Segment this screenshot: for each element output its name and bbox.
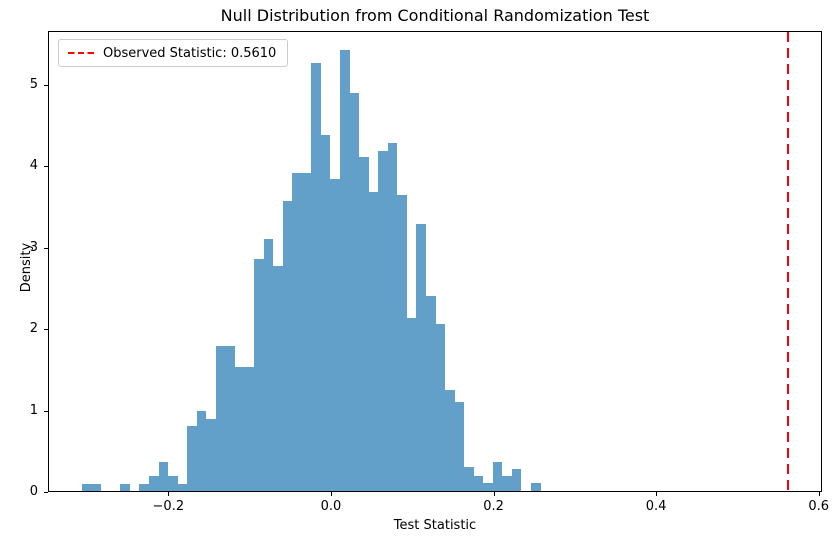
x-axis-label: Test Statistic <box>393 518 477 533</box>
histogram-bar <box>483 482 493 491</box>
histogram-bar <box>416 223 426 491</box>
histogram-bar <box>464 467 474 491</box>
histogram-bar <box>282 201 293 491</box>
y-tick-mark <box>44 166 48 168</box>
histogram-bar <box>244 367 255 491</box>
histogram-bars <box>49 32 821 491</box>
chart-title: Null Distribution from Conditional Rando… <box>220 6 650 25</box>
histogram-bar <box>82 483 92 491</box>
y-tick-label: 5 <box>29 76 38 92</box>
histogram-bar <box>435 324 446 491</box>
histogram-bar <box>473 476 484 491</box>
y-tick-label: 2 <box>29 321 38 337</box>
histogram-bar <box>177 483 188 491</box>
histogram-bar <box>425 295 436 491</box>
y-tick-mark <box>44 329 48 331</box>
x-tick-mark <box>493 492 495 496</box>
histogram-bar <box>301 172 312 491</box>
legend-label: Observed Statistic: 0.5610 <box>103 45 277 61</box>
histogram-bar <box>349 92 360 491</box>
y-tick-label: 4 <box>29 158 38 174</box>
y-tick-mark <box>44 84 48 86</box>
y-tick-mark <box>44 247 48 249</box>
histogram-bar <box>445 390 455 491</box>
histogram-bar <box>187 425 197 491</box>
x-tick-label: −0.2 <box>152 499 185 514</box>
histogram-bar <box>368 192 379 491</box>
histogram-bar <box>168 475 178 491</box>
y-tick-label: 1 <box>29 402 38 418</box>
x-tick-label: 0.6 <box>808 499 830 514</box>
plot-area: Observed Statistic: 0.5610 <box>48 31 822 492</box>
histogram-bar <box>406 317 417 491</box>
histogram-bar <box>330 179 341 491</box>
y-axis-label: Density <box>19 242 35 293</box>
histogram-bar <box>511 469 522 491</box>
histogram-bar <box>196 411 207 491</box>
histogram-bar <box>120 483 130 491</box>
histogram-bar <box>387 143 398 491</box>
histogram-bar <box>225 346 235 491</box>
histogram-bar <box>273 266 283 491</box>
histogram-bar <box>454 402 465 491</box>
x-tick-label: 0.2 <box>483 499 504 514</box>
histogram-bar <box>397 194 407 491</box>
legend: Observed Statistic: 0.5610 <box>58 39 289 67</box>
histogram-bar <box>215 346 226 491</box>
histogram-bar <box>254 258 264 491</box>
histogram-bar <box>359 157 369 491</box>
y-tick-label: 0 <box>29 484 38 499</box>
histogram-bar <box>492 461 503 491</box>
histogram-bar <box>320 135 331 491</box>
histogram-bar <box>158 461 169 491</box>
histogram-bar <box>531 482 541 491</box>
histogram-bar <box>378 151 388 491</box>
histogram-bar <box>91 483 102 491</box>
x-tick-mark <box>818 492 820 496</box>
y-tick-mark <box>44 410 48 412</box>
x-tick-label: 0.4 <box>645 499 667 514</box>
x-tick-mark <box>330 492 332 496</box>
histogram-bar <box>292 172 302 491</box>
legend-dashed-line-sample <box>68 52 94 54</box>
histogram-bar <box>206 418 216 491</box>
observed-statistic-line <box>787 32 790 491</box>
histogram-bar <box>340 50 350 491</box>
x-tick-mark <box>168 492 170 496</box>
y-tick-label: 3 <box>29 239 38 255</box>
histogram-bar <box>149 475 159 491</box>
y-tick-mark <box>44 492 48 493</box>
histogram-bar <box>311 63 321 491</box>
x-tick-mark <box>656 492 658 496</box>
histogram-bar <box>139 483 150 491</box>
histogram-bar <box>502 476 512 491</box>
histogram-bar <box>234 367 245 491</box>
histogram-bar <box>263 238 274 491</box>
x-tick-label: 0.0 <box>320 499 342 514</box>
